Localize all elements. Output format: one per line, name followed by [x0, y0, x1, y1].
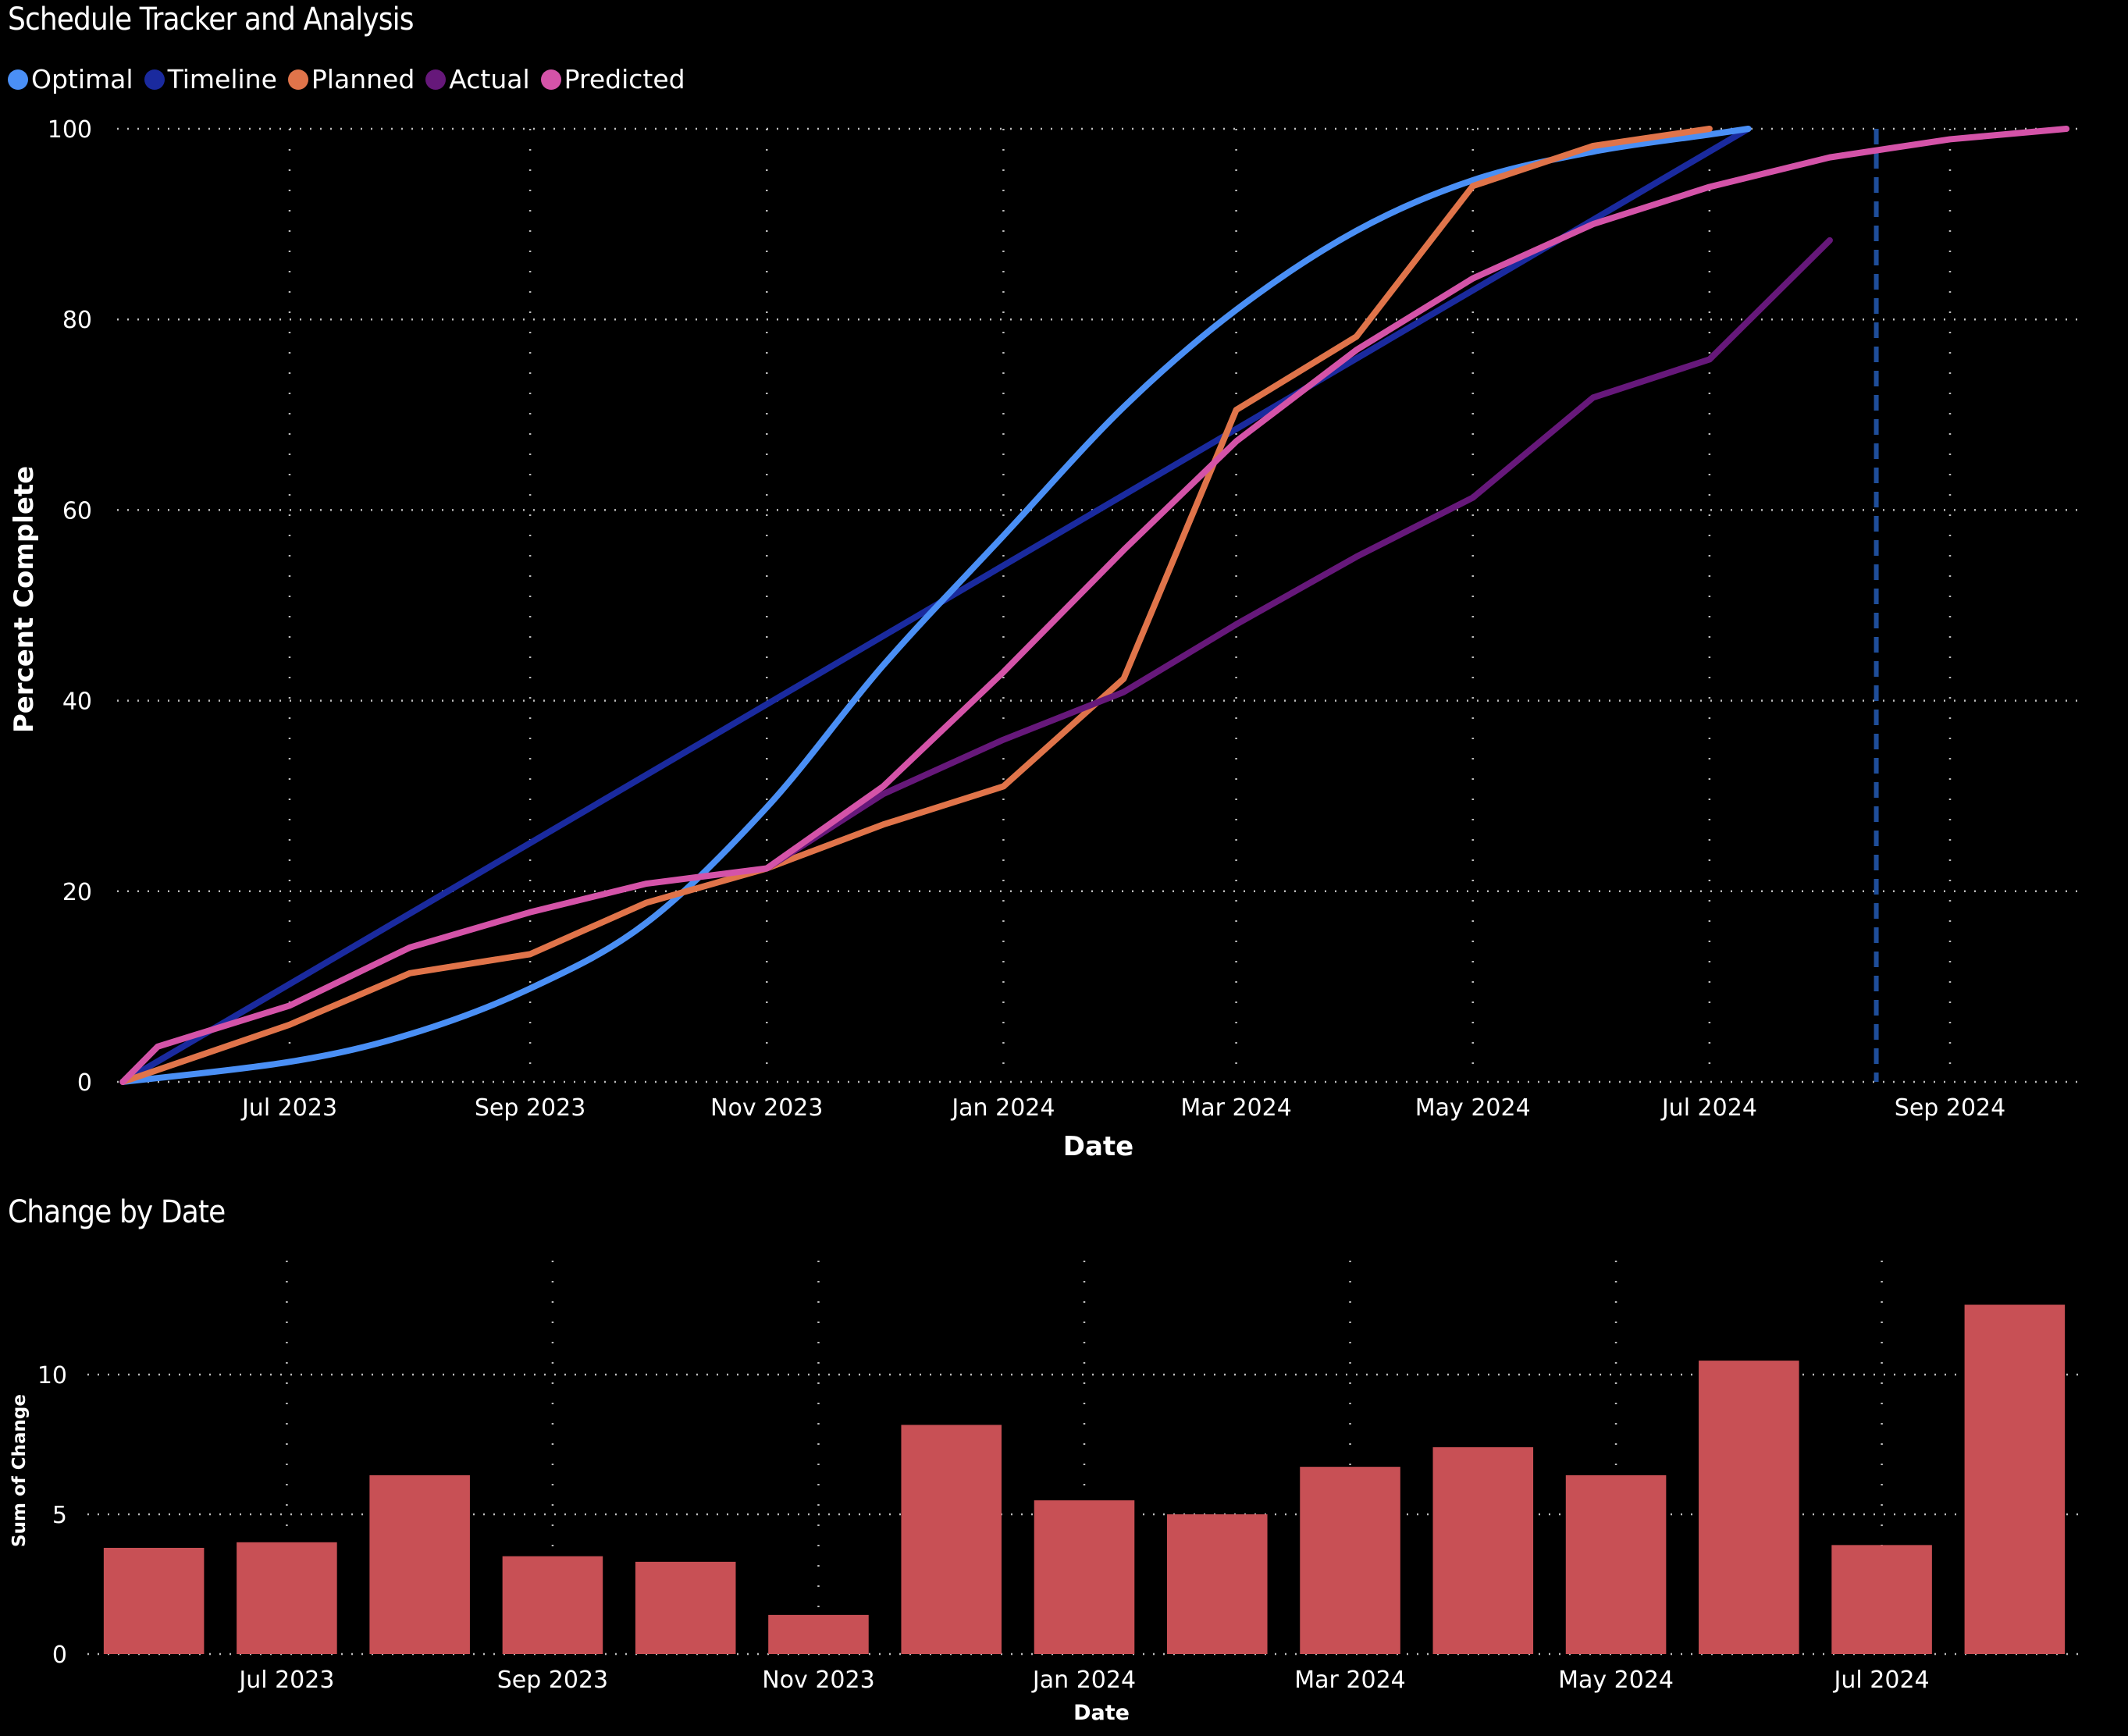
bars — [103, 1304, 2066, 1655]
y-tick-label: 100 — [48, 116, 92, 144]
x-tick-label: Nov 2023 — [762, 1667, 874, 1694]
bar-dec-2023[interactable] — [901, 1425, 1002, 1654]
bar-nov-2023[interactable] — [768, 1614, 869, 1654]
x-tick-label: Nov 2023 — [710, 1094, 823, 1122]
y-tick-label: 5 — [52, 1502, 67, 1529]
x-tick-label: Sep 2024 — [1895, 1094, 2005, 1122]
bar-oct-2023[interactable] — [635, 1561, 736, 1654]
series-line-optimal[interactable] — [119, 126, 1752, 1085]
x-tick-label: Jan 2024 — [1031, 1667, 1136, 1694]
x-tick-label: Jul 2024 — [1833, 1667, 1930, 1694]
x-tick-label: Mar 2024 — [1294, 1667, 1406, 1694]
y-axis-title: Sum of Change — [9, 1394, 30, 1547]
legend-label: Timeline — [167, 64, 277, 94]
x-axis-title: Date — [1063, 1131, 1133, 1162]
bar-mar-2024[interactable] — [1300, 1467, 1400, 1654]
legend-dot-icon — [287, 69, 308, 90]
tracker-chart-title: Schedule Tracker and Analysis — [8, 2, 414, 37]
x-tick-label: Sep 2023 — [497, 1667, 608, 1694]
y-tick-label: 80 — [62, 307, 92, 334]
bar-jul-2023[interactable] — [237, 1542, 337, 1654]
change-chart-title: Change by Date — [8, 1194, 226, 1230]
legend-label: Predicted — [564, 64, 685, 94]
legend-dot-icon — [8, 69, 28, 90]
x-tick-label: May 2024 — [1558, 1667, 1674, 1694]
y-axis-ticks: 0 5 10 — [37, 1362, 67, 1669]
x-axis-title: Date — [1073, 1701, 1130, 1725]
legend-item-optimal[interactable]: Optimal — [8, 64, 133, 94]
x-axis-ticks: Jul 2023 Sep 2023 Nov 2023 Jan 2024 Mar 2024… — [240, 1094, 2005, 1122]
bar-sep-2023[interactable] — [502, 1556, 603, 1654]
y-tick-label: 10 — [37, 1362, 67, 1389]
legend-dot-icon — [425, 69, 447, 90]
series-line-actual[interactable] — [763, 237, 1833, 872]
legend-dot-icon — [144, 69, 165, 90]
legend-label: Optimal — [31, 64, 133, 94]
x-tick-label: Sep 2023 — [475, 1094, 585, 1122]
y-axis-title: Percent Complete — [9, 466, 40, 733]
bar-may-2024[interactable] — [1565, 1475, 1667, 1654]
x-axis-ticks: Jul 2023 Sep 2023 Nov 2023 Jan 2024 Mar 2024… — [237, 1667, 1929, 1694]
bar-jul-2024[interactable] — [1831, 1545, 1932, 1654]
x-tick-label: May 2024 — [1415, 1094, 1531, 1122]
legend-item-actual[interactable]: Actual — [425, 64, 530, 94]
x-tick-label: Jan 2024 — [950, 1094, 1055, 1122]
y-tick-label: 40 — [62, 688, 92, 716]
y-axis-ticks: 0 20 40 60 80 100 — [48, 116, 92, 1097]
y-tick-label: 0 — [77, 1069, 92, 1097]
x-tick-label: Jul 2024 — [1660, 1094, 1757, 1122]
legend-item-planned[interactable]: Planned — [287, 64, 415, 94]
bar-feb-2024[interactable] — [1166, 1514, 1268, 1654]
gridlines — [117, 127, 2084, 1083]
series-line-predicted[interactable] — [119, 126, 2070, 1085]
bar-aug-2023[interactable] — [369, 1475, 470, 1654]
series-line-planned[interactable] — [119, 126, 1713, 1085]
x-tick-label: Jul 2023 — [237, 1667, 334, 1694]
gridlines — [87, 1261, 2081, 1656]
y-tick-label: 60 — [62, 497, 92, 525]
y-tick-label: 20 — [62, 879, 92, 906]
tracker-legend: Optimal Timeline Planned Actual Predicte… — [8, 64, 696, 94]
legend-item-timeline[interactable]: Timeline — [144, 64, 277, 94]
legend-label: Planned — [311, 64, 415, 94]
tracker-line-chart: 0 20 40 60 80 100 Jul 2023 Sep 2023 Nov 2023 Jan… — [9, 116, 2084, 1162]
bar-jun-2024[interactable] — [1699, 1361, 1799, 1654]
series-lines — [119, 126, 2070, 1085]
legend-item-predicted[interactable]: Predicted — [540, 64, 685, 94]
x-tick-label: Jul 2023 — [240, 1094, 337, 1122]
bar-jun-2023[interactable] — [103, 1547, 205, 1654]
legend-dot-icon — [540, 69, 561, 90]
x-tick-label: Mar 2024 — [1180, 1094, 1292, 1122]
bar-apr-2024[interactable] — [1432, 1447, 1534, 1654]
bar-aug-2024[interactable] — [1964, 1304, 2066, 1655]
legend-label: Actual — [449, 64, 530, 94]
y-tick-label: 0 — [52, 1642, 67, 1669]
bar-jan-2024[interactable] — [1034, 1500, 1135, 1654]
